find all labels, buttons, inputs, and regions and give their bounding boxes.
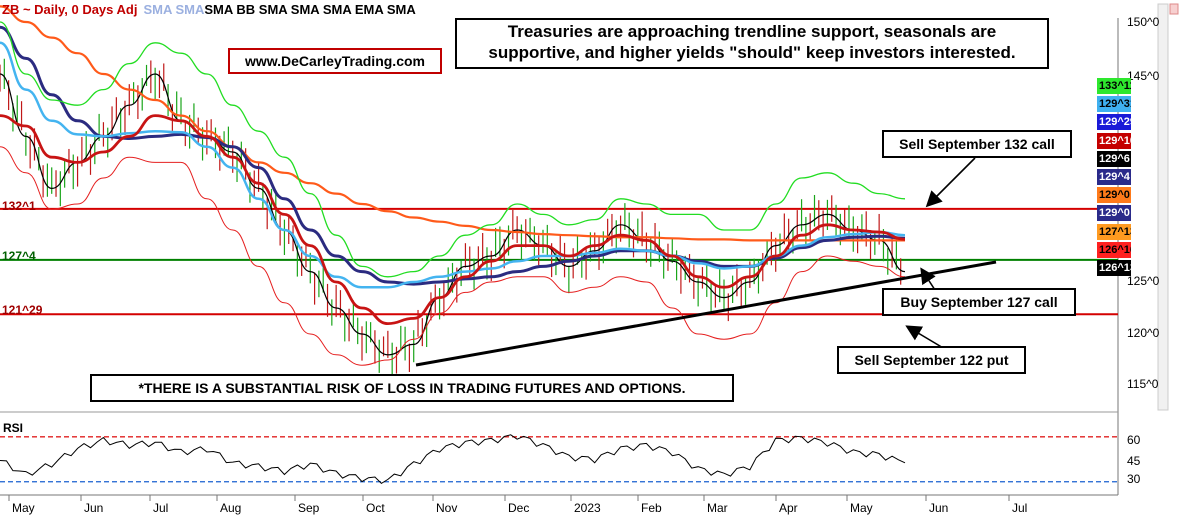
x-tick-label: May [850, 501, 873, 515]
price-badge: 129^29 [1097, 114, 1131, 131]
series-line-5 [0, 21, 906, 278]
main-commentary-line2: supportive, and higher yields "should" k… [488, 43, 1016, 62]
level-mid-label: 127^4 [2, 249, 36, 263]
rsi-pane [0, 434, 1118, 485]
price-badge: 129^0 [1097, 205, 1131, 222]
x-tick-label: Jun [84, 501, 104, 515]
x-tick-label: Mar [707, 501, 728, 515]
x-tick-label: Dec [508, 501, 530, 515]
chart-header: ZB ~ Daily, 0 Days Adj SMA SMA SMA BB SM… [0, 0, 416, 18]
x-tick-label: May [12, 501, 35, 515]
price-badge: 129^31 [1097, 96, 1131, 113]
price-series [0, 5, 906, 377]
x-tick-label: Nov [436, 501, 458, 515]
main-commentary: Treasuries are approaching trendline sup… [455, 18, 1049, 69]
rsi-line [0, 434, 906, 485]
y-tick-label: 120^0 [1127, 326, 1160, 340]
price-badge: 126^16 [1097, 241, 1131, 258]
trendline-layer [415, 260, 997, 367]
sell-call-box: Sell September 132 call [882, 130, 1072, 158]
series-line-6 [0, 146, 906, 366]
x-tick-label: Jul [153, 501, 169, 515]
x-tick-label: Feb [641, 501, 662, 515]
x-tick-label: Sep [298, 501, 320, 515]
risk-disclaimer: *THERE IS A SUBSTANTIAL RISK OF LOSS IN … [90, 374, 734, 402]
x-tick-label: Jun [929, 501, 949, 515]
main-commentary-line1: Treasuries are approaching trendline sup… [507, 22, 997, 41]
annotation-arrow-0 [925, 157, 976, 208]
rsi-tick-label: 45 [1127, 454, 1141, 468]
x-tick-label: Apr [779, 501, 798, 515]
price-badge: 133^11 [1097, 78, 1131, 94]
price-badge: 126^13 [1097, 260, 1131, 276]
y-tick-label: 150^0 [1127, 15, 1160, 29]
price-scrollbar[interactable] [1157, 3, 1169, 411]
rsi-label: RSI [3, 421, 24, 435]
website-box: www.DeCarleyTrading.com [228, 48, 442, 74]
annotation-arrow-1 [920, 267, 936, 291]
price-badge: 129^0 [1097, 187, 1131, 204]
series-line-4 [0, 114, 906, 326]
x-axis [8, 495, 1010, 501]
x-tick-label: Oct [366, 501, 385, 515]
x-tick-label: 2023 [574, 501, 601, 515]
price-badge: 127^13 [1097, 223, 1131, 240]
level-upper-label: 132^1 [2, 199, 36, 213]
sell-put-box: Sell September 122 put [837, 346, 1026, 374]
faded-studies: SMA SMA [143, 1, 205, 17]
x-tick-label: Jul [1012, 501, 1028, 515]
price-badge: 129^4 [1097, 169, 1131, 185]
level-lower-label: 121^29 [2, 303, 43, 317]
y-tick-label: 125^0 [1127, 274, 1160, 288]
rsi-tick-label: 30 [1127, 472, 1141, 486]
series-line-3 [0, 41, 906, 289]
x-tick-label: Aug [220, 501, 242, 515]
support-trendline [415, 260, 997, 367]
symbol-label[interactable]: ZB ~ Daily, 0 Days Adj [2, 1, 138, 17]
price-badge: 129^6 [1097, 150, 1131, 167]
scroll-handle[interactable] [1169, 3, 1179, 15]
buy-call-box: Buy September 127 call [882, 288, 1076, 316]
y-tick-label: 115^0 [1127, 377, 1159, 391]
studies-list[interactable]: SMA BB SMA SMA SMA EMA SMA [204, 1, 416, 17]
price-badge: 129^10 [1097, 132, 1131, 149]
rsi-tick-label: 60 [1127, 433, 1141, 447]
y-tick-label: 145^0 [1127, 69, 1160, 83]
series-line-1 [0, 5, 905, 242]
